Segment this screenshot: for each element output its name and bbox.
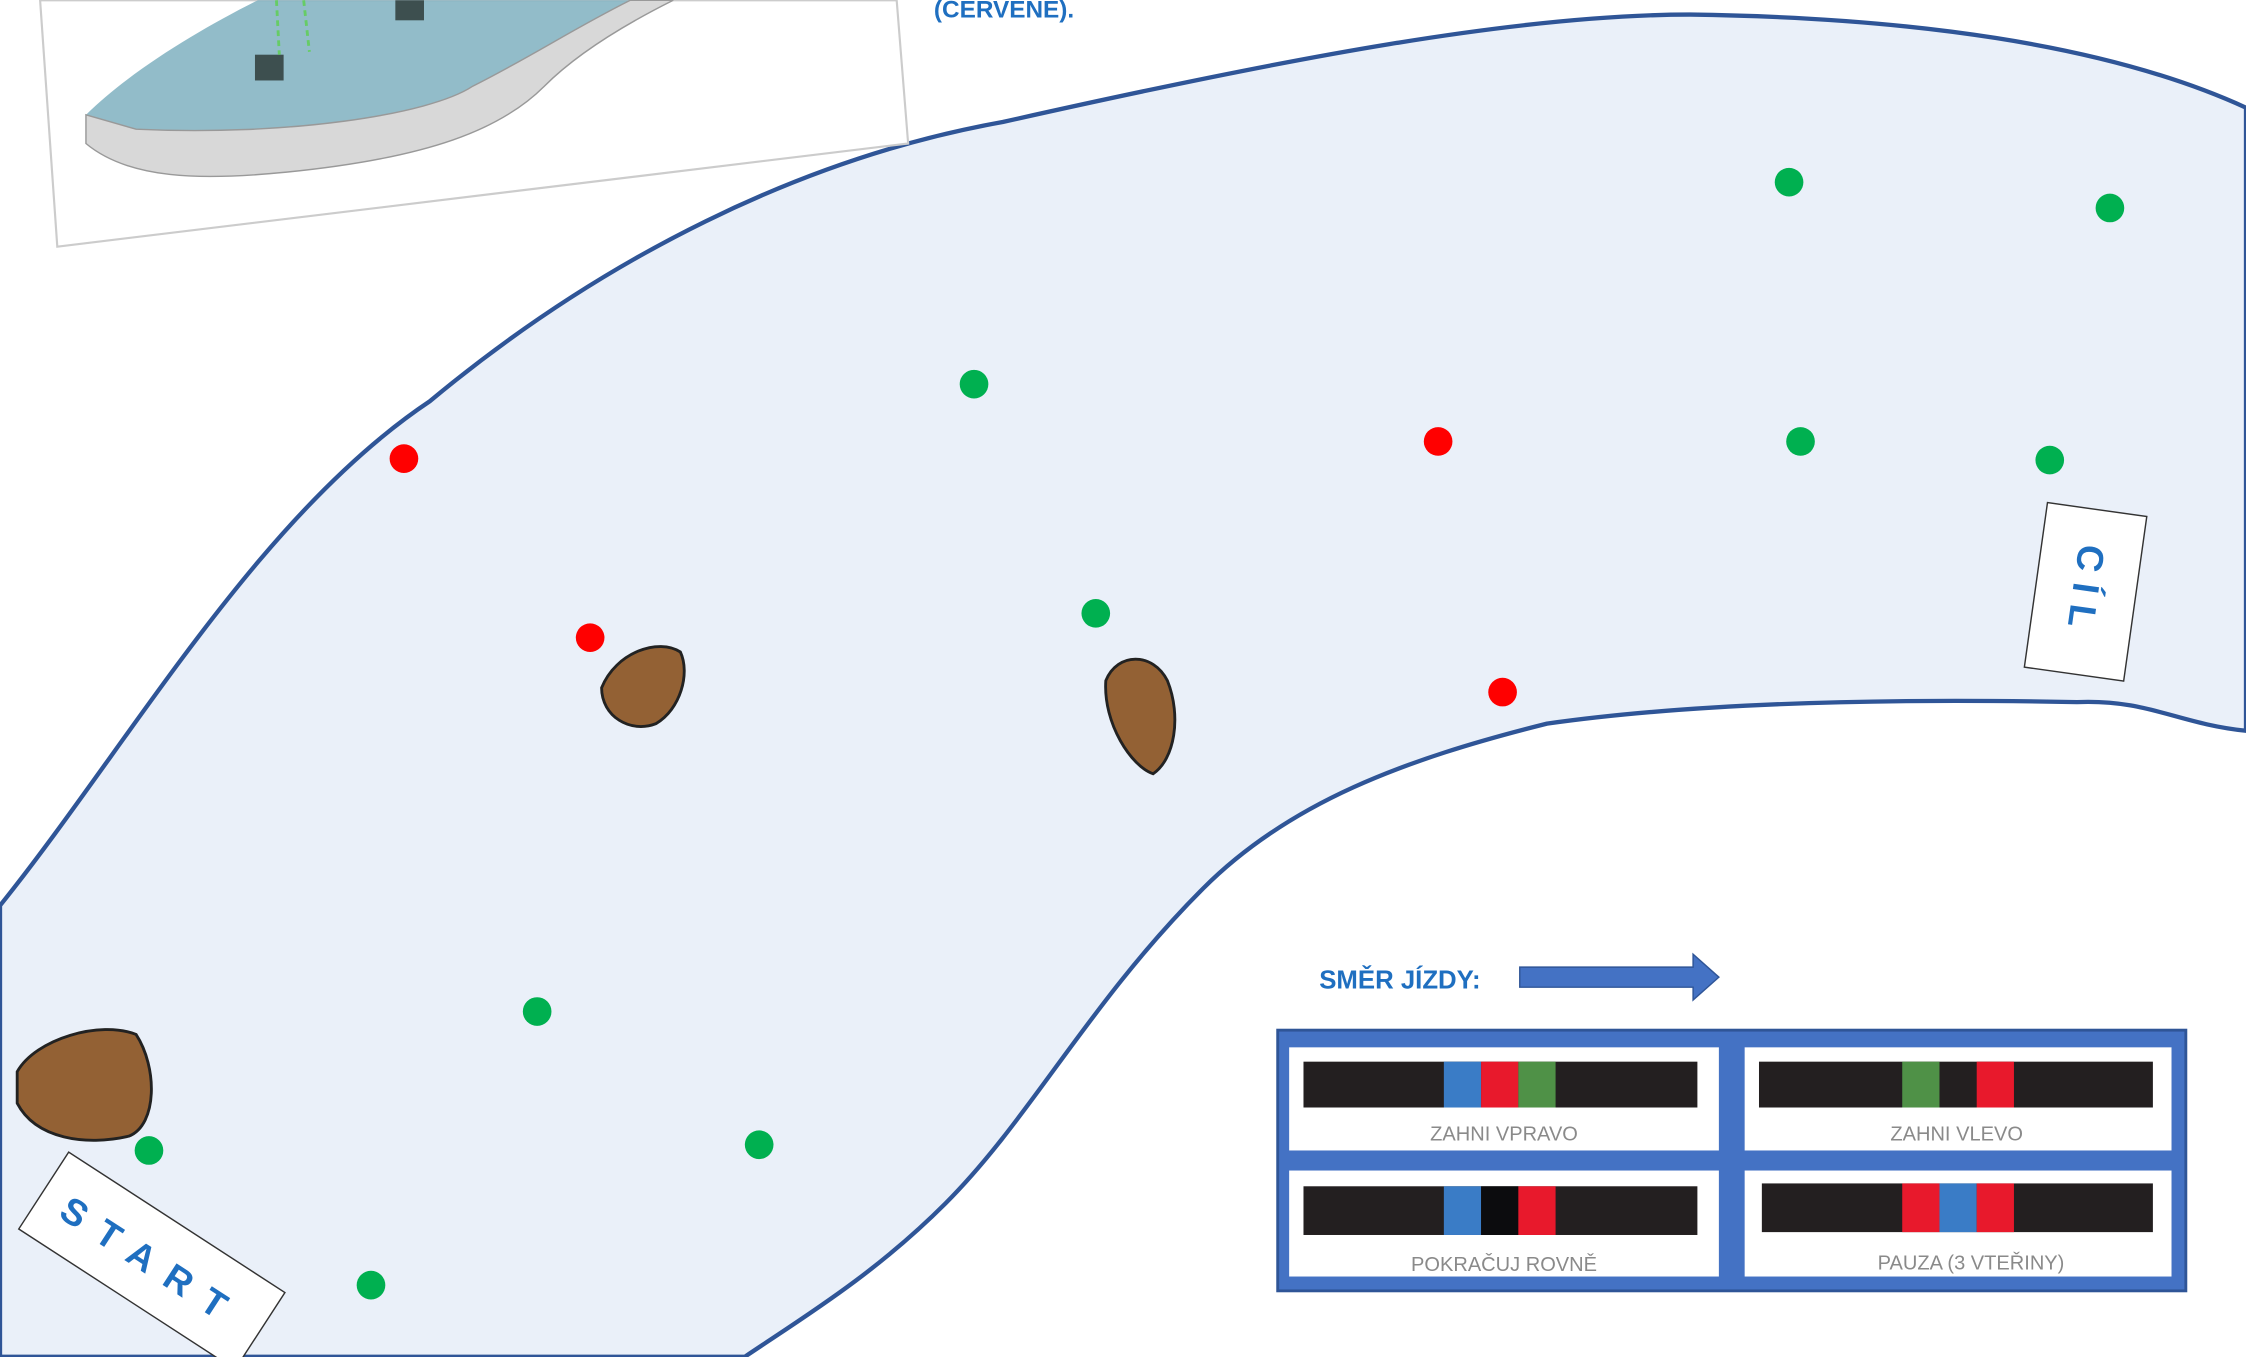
buoys <box>134 167 2125 1300</box>
header-fragment: (ČERVENÉ). <box>934 0 1074 23</box>
inset-image <box>39 0 910 248</box>
code-label: ZAHNI VPRAVO <box>1430 1123 1578 1145</box>
start-sign: START <box>17 1151 286 1357</box>
code-cells <box>1289 1047 2172 1277</box>
direction-arrow <box>1519 952 1720 1002</box>
code-label: POKRAČUJ ROVNĚ <box>1411 1253 1597 1276</box>
finish-sign: CÍL <box>2023 501 2148 682</box>
code-label: PAUZA (3 VTEŘINY) <box>1878 1251 2065 1274</box>
rocks <box>15 645 1177 1142</box>
direction-label: SMĚR JÍZDY: <box>1319 965 1480 995</box>
code-label: ZAHNI VLEVO <box>1890 1123 2023 1145</box>
